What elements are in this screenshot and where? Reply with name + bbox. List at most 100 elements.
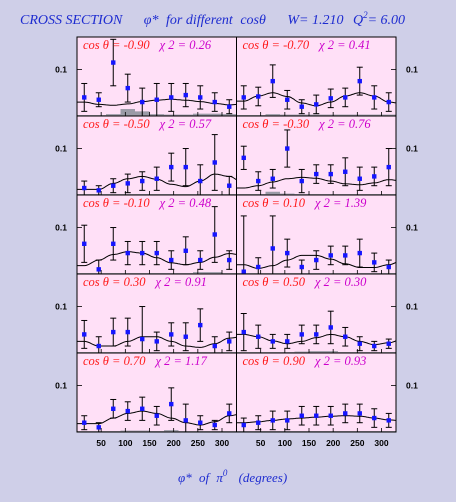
systematic-bar bbox=[323, 351, 338, 353]
data-point bbox=[96, 267, 101, 272]
chi2-label: χ 2 = 0.76 bbox=[318, 117, 371, 131]
systematic-bar bbox=[309, 114, 324, 116]
systematic-bar bbox=[396, 115, 411, 116]
data-point bbox=[241, 269, 246, 274]
x-tick-label: 250 bbox=[191, 438, 205, 448]
panel-2: cos θ = -0.70 χ 2 = 0.41 0.1 bbox=[236, 36, 418, 117]
chi2-label: χ 2 = 0.91 bbox=[155, 275, 207, 289]
data-point bbox=[386, 341, 391, 346]
data-point bbox=[386, 418, 391, 423]
panel-content bbox=[77, 134, 237, 195]
systematic-bar bbox=[265, 114, 280, 116]
data-point bbox=[256, 264, 261, 270]
data-point bbox=[154, 339, 159, 344]
data-point bbox=[401, 95, 405, 99]
data-point bbox=[357, 411, 362, 416]
data-point bbox=[198, 95, 203, 100]
systematic-bar bbox=[164, 114, 179, 116]
data-point bbox=[140, 336, 145, 342]
data-point bbox=[372, 415, 377, 421]
data-point bbox=[198, 322, 203, 328]
systematic-bar bbox=[207, 272, 222, 274]
systematic-bar bbox=[280, 114, 295, 116]
data-point bbox=[183, 92, 188, 98]
data-point bbox=[227, 339, 232, 344]
data-point bbox=[96, 188, 101, 193]
data-point bbox=[154, 250, 159, 256]
data-point bbox=[169, 164, 174, 170]
data-point bbox=[270, 78, 275, 84]
systematic-bar bbox=[396, 431, 411, 432]
y-tick-label: 0.1 bbox=[55, 302, 67, 312]
y-tick-label: 0.1 bbox=[55, 381, 67, 391]
data-point bbox=[314, 257, 319, 263]
data-point bbox=[328, 413, 333, 418]
data-point bbox=[111, 329, 116, 335]
data-point bbox=[140, 178, 145, 184]
panel-grid: cos θ = -0.90 χ 2 = 0.26 0.1 cos θ = -0.70 χ… bbox=[55, 36, 418, 433]
chi2-label: χ 2 = 0.57 bbox=[159, 117, 212, 131]
data-point bbox=[357, 250, 362, 256]
data-point bbox=[140, 99, 145, 105]
x-tick-label: 200 bbox=[167, 438, 181, 448]
data-point bbox=[328, 171, 333, 177]
data-point bbox=[299, 104, 304, 109]
cos-label: cos θ = 0.90 bbox=[243, 354, 306, 368]
data-point bbox=[299, 332, 304, 337]
cos-label: cos θ = 0.30 bbox=[83, 275, 146, 289]
panel-content bbox=[77, 387, 237, 432]
data-point bbox=[82, 332, 87, 337]
panel-content bbox=[77, 38, 237, 116]
figure-title: CROSS SECTION φ* for different cosθ W= 1… bbox=[20, 10, 405, 28]
cos-label: cos θ = 0.70 bbox=[83, 354, 146, 368]
x-axis-label: φ* of π0 (degrees) bbox=[178, 464, 287, 485]
systematic-bar bbox=[352, 114, 367, 116]
data-point bbox=[372, 343, 377, 349]
data-point bbox=[285, 339, 290, 344]
data-point bbox=[212, 99, 217, 105]
data-point bbox=[314, 332, 319, 337]
data-point bbox=[343, 169, 348, 174]
data-point bbox=[256, 94, 261, 99]
data-point bbox=[357, 78, 362, 84]
x-tick-label: 150 bbox=[142, 438, 156, 448]
systematic-bar bbox=[381, 114, 396, 116]
y-tick-label: 0.1 bbox=[406, 144, 418, 154]
systematic-bar bbox=[120, 109, 135, 116]
panel-4: cos θ = -0.30 χ 2 = 0.76 0.1 bbox=[236, 115, 418, 196]
data-point bbox=[270, 418, 275, 423]
systematic-bar bbox=[396, 352, 411, 353]
cos-label: cos θ = -0.10 bbox=[83, 196, 150, 210]
panel-10: cos θ = 0.90 χ 2 = 0.93 0.1 bbox=[236, 352, 418, 433]
panel-content bbox=[236, 403, 411, 432]
systematic-bar bbox=[193, 113, 208, 116]
systematic-bar bbox=[193, 272, 208, 274]
data-point bbox=[270, 246, 275, 251]
data-point bbox=[386, 264, 391, 270]
data-point bbox=[270, 176, 275, 181]
panel-content bbox=[236, 129, 396, 195]
panel-label: cos θ = -0.90 χ 2 = 0.26 bbox=[83, 38, 212, 52]
panel-label: cos θ = -0.10 χ 2 = 0.48 bbox=[83, 196, 212, 210]
cos-label: cos θ = 0.10 bbox=[243, 196, 306, 210]
panel-label: cos θ = 0.70 χ 2 = 1.17 bbox=[83, 354, 208, 368]
data-point bbox=[241, 329, 246, 335]
data-point bbox=[125, 181, 130, 186]
data-point bbox=[183, 418, 188, 423]
data-point bbox=[82, 241, 87, 246]
data-point bbox=[401, 265, 405, 269]
data-point bbox=[299, 413, 304, 418]
data-point bbox=[183, 248, 188, 253]
y-tick-label: 0.1 bbox=[55, 65, 67, 75]
data-point bbox=[212, 232, 217, 237]
data-point bbox=[227, 257, 232, 263]
chi2-label: χ 2 = 1.17 bbox=[155, 354, 208, 368]
data-point bbox=[198, 257, 203, 263]
data-point bbox=[299, 264, 304, 270]
data-point bbox=[357, 341, 362, 346]
cos-label: cos θ = -0.30 bbox=[243, 117, 310, 131]
systematic-bar bbox=[280, 193, 295, 195]
systematic-bar bbox=[178, 114, 193, 116]
data-point bbox=[111, 406, 116, 411]
data-point bbox=[169, 257, 174, 263]
